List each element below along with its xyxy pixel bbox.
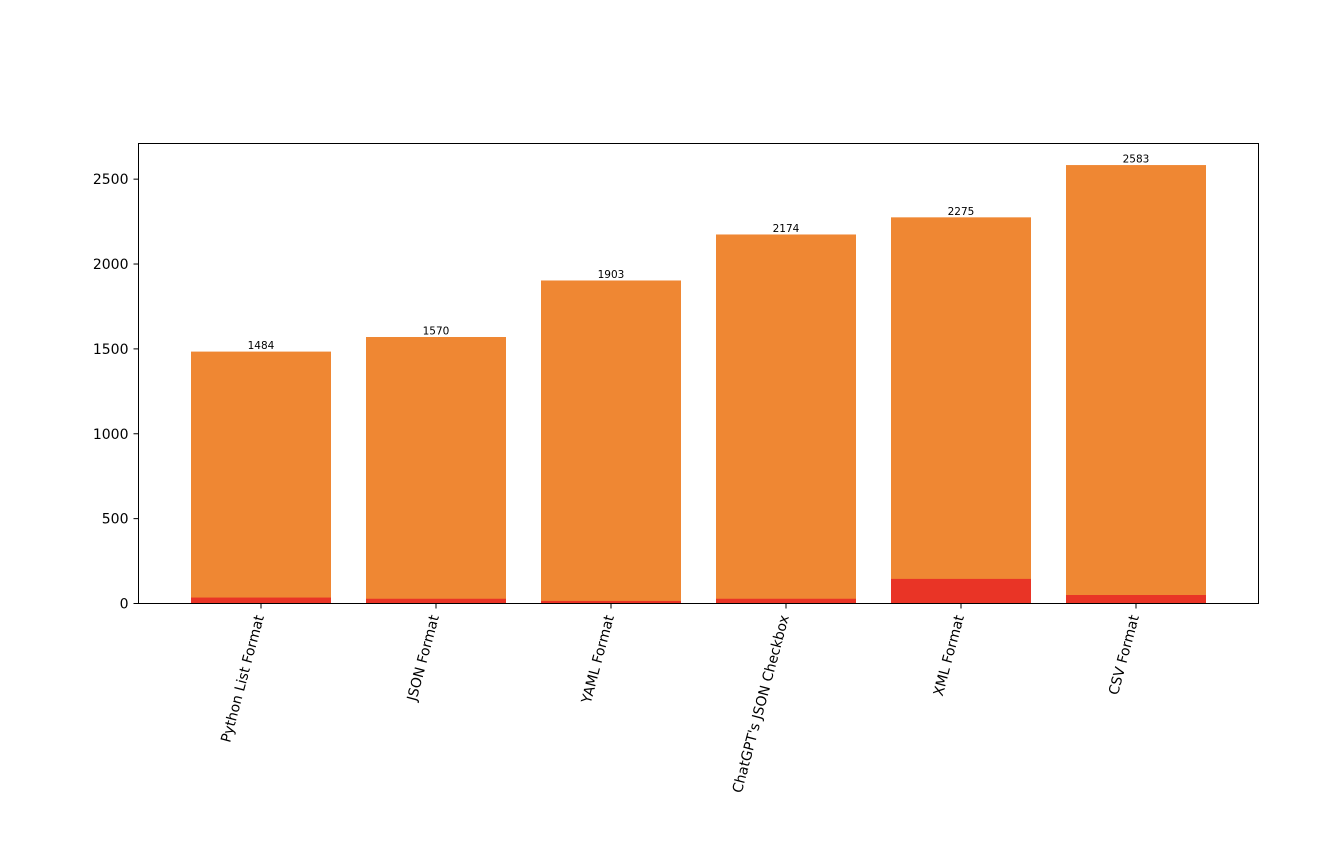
- bar-series1-6: [1066, 165, 1206, 604]
- x-tick-label-4: ChatGPT's JSON Checkbox: [730, 613, 793, 794]
- y-tick-label-4: 1500: [93, 342, 129, 358]
- x-tick-label-3: YAML Format: [579, 613, 618, 706]
- data-labels-layer: 1484 1570 1903 2174 2275 2583: [248, 154, 1150, 353]
- x-tick-label-5: XML Format: [931, 613, 968, 698]
- data-label-6: 2583: [1123, 154, 1150, 166]
- bar-series1-4: [716, 234, 856, 604]
- bar-series2-5: [891, 578, 1031, 604]
- plot-frame: [138, 143, 1259, 604]
- x-tick-label-1: Python List Format: [218, 613, 268, 744]
- bar-series2-6: [1066, 595, 1206, 604]
- bar-series1-5: [891, 217, 1031, 604]
- bar-series1-2: [366, 337, 506, 604]
- bar-series1-1: [191, 351, 331, 604]
- y-axis: 0 500 1000 1500 2000 2500: [93, 172, 139, 613]
- y-tick-label-1: 0: [120, 597, 129, 613]
- y-tick-label-5: 2000: [93, 257, 129, 273]
- data-label-1: 1484: [248, 340, 275, 352]
- bar-series2-4: [716, 598, 856, 604]
- x-axis: Python List Format JSON Format YAML Format…: [218, 603, 1143, 795]
- bar-series2-2: [366, 598, 506, 604]
- bar-series1-3: [541, 280, 681, 604]
- y-tick-label-2: 500: [102, 512, 129, 528]
- bars-layer: [191, 165, 1206, 604]
- x-tick-label-6: CSV Format: [1106, 613, 1143, 697]
- y-tick-label-6: 2500: [93, 172, 129, 188]
- data-label-4: 2174: [773, 223, 800, 235]
- bar-series2-1: [191, 597, 331, 604]
- data-label-5: 2275: [948, 206, 975, 218]
- bar-series2-3: [541, 600, 681, 604]
- data-label-3: 1903: [598, 269, 625, 281]
- data-label-2: 1570: [423, 326, 450, 338]
- y-tick-label-3: 1000: [93, 427, 129, 443]
- x-tick-label-2: JSON Format: [404, 613, 443, 704]
